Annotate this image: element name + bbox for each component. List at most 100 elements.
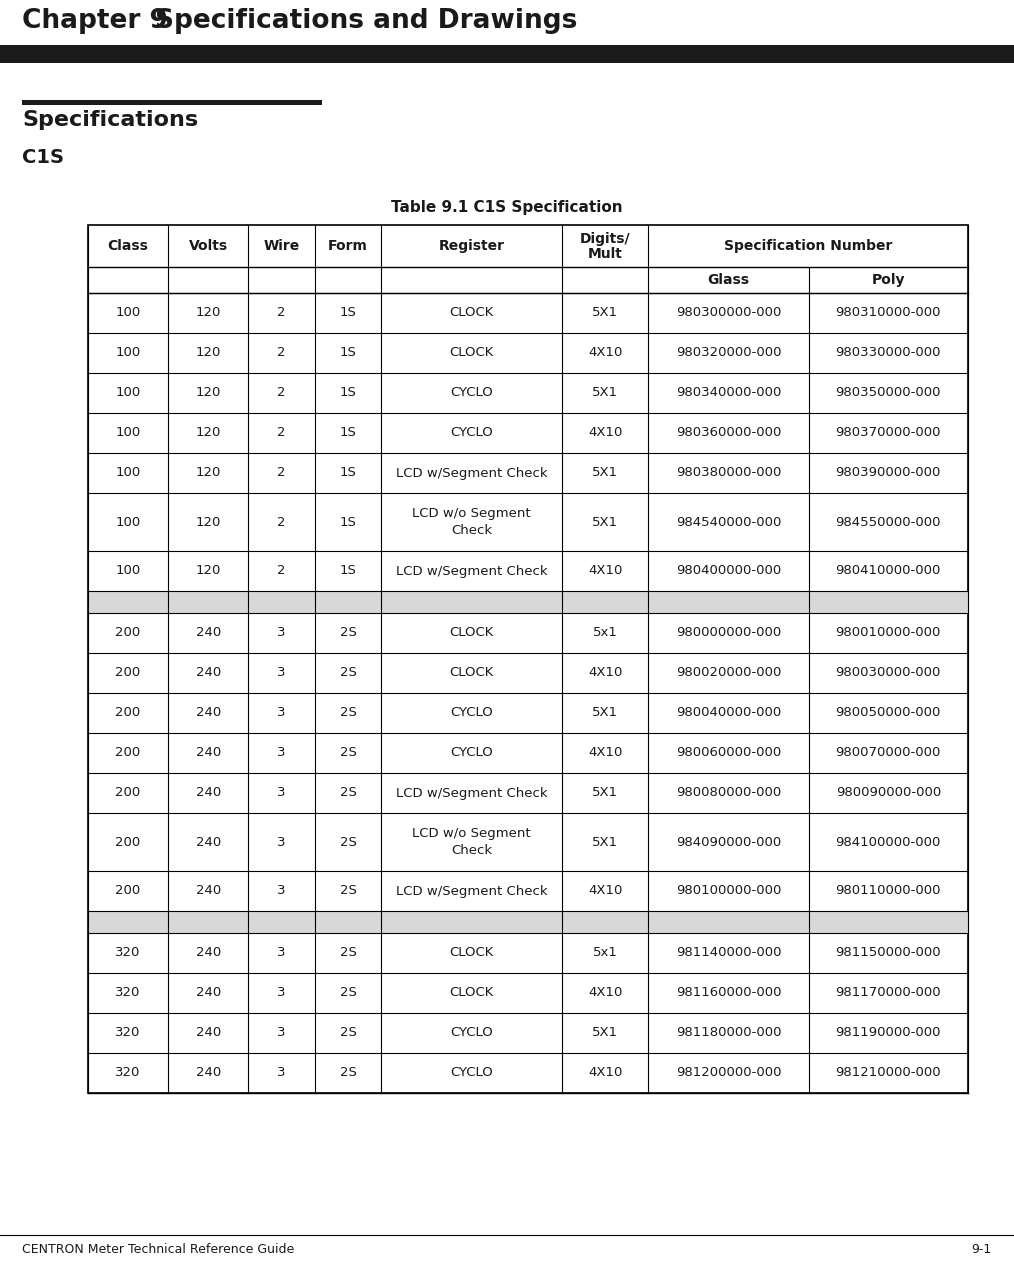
Text: 200: 200 — [116, 836, 141, 848]
Text: Specifications and Drawings: Specifications and Drawings — [155, 8, 577, 34]
Text: 2: 2 — [278, 466, 286, 480]
Bar — [88, 591, 968, 613]
Text: 2S: 2S — [340, 1027, 357, 1039]
Text: 240: 240 — [196, 986, 221, 999]
Text: 980330000-000: 980330000-000 — [836, 347, 941, 360]
Text: CLOCK: CLOCK — [449, 947, 494, 960]
Text: 984550000-000: 984550000-000 — [836, 515, 941, 528]
Text: 120: 120 — [196, 427, 221, 439]
Bar — [88, 912, 968, 933]
Text: 2S: 2S — [340, 986, 357, 999]
Text: 320: 320 — [116, 1066, 141, 1080]
Text: 980040000-000: 980040000-000 — [675, 706, 781, 719]
Text: 980050000-000: 980050000-000 — [836, 706, 941, 719]
Text: 984540000-000: 984540000-000 — [675, 515, 781, 528]
Text: 240: 240 — [196, 836, 221, 848]
Text: 980390000-000: 980390000-000 — [836, 466, 941, 480]
Text: 2: 2 — [278, 306, 286, 319]
Text: 2S: 2S — [340, 627, 357, 639]
Text: 240: 240 — [196, 885, 221, 898]
Text: 980090000-000: 980090000-000 — [836, 786, 941, 800]
Text: 1S: 1S — [340, 306, 357, 319]
Text: 2: 2 — [278, 347, 286, 360]
Text: 3: 3 — [278, 1027, 286, 1039]
Text: CLOCK: CLOCK — [449, 986, 494, 999]
Text: 980080000-000: 980080000-000 — [675, 786, 781, 800]
Text: 3: 3 — [278, 747, 286, 760]
Text: 5X1: 5X1 — [592, 306, 619, 319]
Bar — [88, 225, 968, 1093]
Text: 200: 200 — [116, 747, 141, 760]
Text: 4X10: 4X10 — [588, 427, 623, 439]
Text: 120: 120 — [196, 515, 221, 528]
Text: 2S: 2S — [340, 706, 357, 719]
Text: 5X1: 5X1 — [592, 1027, 619, 1039]
Text: Check: Check — [451, 843, 493, 857]
Text: 981180000-000: 981180000-000 — [675, 1027, 781, 1039]
Text: 240: 240 — [196, 786, 221, 800]
Text: CYCLO: CYCLO — [450, 1066, 493, 1080]
Text: 980100000-000: 980100000-000 — [675, 885, 781, 898]
Text: 120: 120 — [196, 306, 221, 319]
Text: 3: 3 — [278, 786, 286, 800]
Text: LCD w/Segment Check: LCD w/Segment Check — [395, 466, 548, 480]
Text: 2S: 2S — [340, 666, 357, 680]
Text: 981210000-000: 981210000-000 — [836, 1066, 941, 1080]
Text: 984100000-000: 984100000-000 — [836, 836, 941, 848]
Text: LCD w/Segment Check: LCD w/Segment Check — [395, 885, 548, 898]
Text: 1S: 1S — [340, 565, 357, 577]
Text: Class: Class — [107, 239, 148, 253]
Text: 9-1: 9-1 — [971, 1243, 992, 1256]
Text: 100: 100 — [116, 386, 141, 400]
Text: CYCLO: CYCLO — [450, 747, 493, 760]
Text: 240: 240 — [196, 666, 221, 680]
Text: Chapter 9: Chapter 9 — [22, 8, 168, 34]
Text: 200: 200 — [116, 885, 141, 898]
Text: 4X10: 4X10 — [588, 747, 623, 760]
Text: 1S: 1S — [340, 347, 357, 360]
Text: 2S: 2S — [340, 786, 357, 800]
Text: 200: 200 — [116, 706, 141, 719]
Text: 240: 240 — [196, 627, 221, 639]
Text: 120: 120 — [196, 347, 221, 360]
Text: 2: 2 — [278, 386, 286, 400]
Text: 2S: 2S — [340, 947, 357, 960]
Text: 980380000-000: 980380000-000 — [675, 466, 781, 480]
Text: 240: 240 — [196, 747, 221, 760]
Text: 100: 100 — [116, 466, 141, 480]
Text: CYCLO: CYCLO — [450, 427, 493, 439]
Text: 2: 2 — [278, 427, 286, 439]
Text: 980070000-000: 980070000-000 — [836, 747, 941, 760]
Text: 100: 100 — [116, 347, 141, 360]
Text: Specification Number: Specification Number — [724, 239, 892, 253]
Text: 200: 200 — [116, 627, 141, 639]
Text: 320: 320 — [116, 986, 141, 999]
Text: 2: 2 — [278, 565, 286, 577]
Text: 100: 100 — [116, 306, 141, 319]
Text: 980340000-000: 980340000-000 — [675, 386, 781, 400]
Text: 4X10: 4X10 — [588, 347, 623, 360]
Text: 200: 200 — [116, 786, 141, 800]
Text: 1S: 1S — [340, 515, 357, 528]
Text: 5X1: 5X1 — [592, 836, 619, 848]
Text: 1S: 1S — [340, 466, 357, 480]
Text: 981160000-000: 981160000-000 — [675, 986, 781, 999]
Text: CYCLO: CYCLO — [450, 1027, 493, 1039]
Text: 5X1: 5X1 — [592, 706, 619, 719]
Text: 3: 3 — [278, 1066, 286, 1080]
Text: 984090000-000: 984090000-000 — [675, 836, 781, 848]
Text: 2S: 2S — [340, 885, 357, 898]
Text: 980060000-000: 980060000-000 — [675, 747, 781, 760]
Text: Mult: Mult — [588, 247, 623, 261]
Text: 100: 100 — [116, 565, 141, 577]
Text: 5X1: 5X1 — [592, 515, 619, 528]
Text: Specifications: Specifications — [22, 110, 198, 130]
Text: 1S: 1S — [340, 427, 357, 439]
Text: CYCLO: CYCLO — [450, 386, 493, 400]
Text: 3: 3 — [278, 666, 286, 680]
Text: 3: 3 — [278, 947, 286, 960]
Text: 980010000-000: 980010000-000 — [836, 627, 941, 639]
Text: 5X1: 5X1 — [592, 466, 619, 480]
Text: CLOCK: CLOCK — [449, 347, 494, 360]
Text: 4X10: 4X10 — [588, 666, 623, 680]
